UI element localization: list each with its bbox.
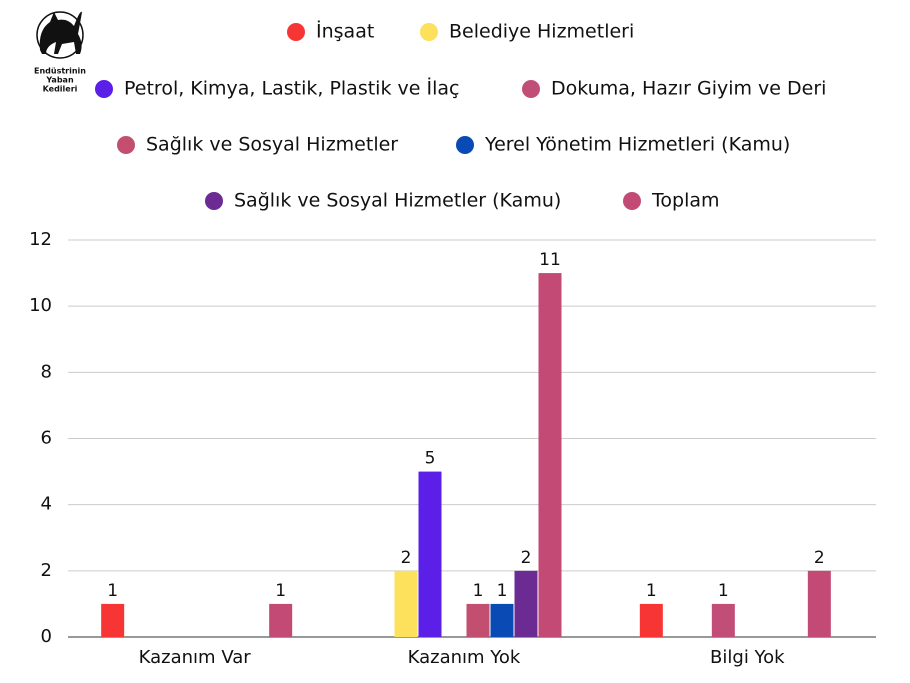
x-tick-label: Kazanım Yok [408,647,521,668]
legend-swatch [205,192,223,210]
bar [466,603,490,637]
logo: Endüstrinin Yaban Kedileri [34,11,86,94]
bar [514,570,538,637]
bar [101,603,125,637]
value-label: 2 [521,548,532,568]
value-label: 1 [107,581,118,601]
x-tick-label: Kazanım Var [139,647,252,668]
logo-text: Kedileri [43,85,78,94]
bar [807,570,831,637]
value-label: 1 [718,581,729,601]
value-label: 11 [539,250,561,270]
bar [490,603,514,637]
logo-ring [36,11,84,59]
logo-text: Endüstrinin [34,67,86,76]
value-label: 1 [646,581,657,601]
legend-swatch [623,192,641,210]
legend-label: Toplam [651,190,720,212]
legend-label: Sağlık ve Sosyal Hizmetler [146,134,398,156]
y-tick-label: 0 [41,626,52,647]
y-tick-label: 4 [41,494,52,515]
logo-cat [39,11,82,54]
bar [538,273,562,637]
legend-label: Belediye Hizmetleri [449,21,634,43]
legend-swatch [522,80,540,98]
value-label: 2 [814,548,825,568]
bar [269,603,293,637]
y-tick-label: 2 [41,560,52,581]
bar [711,603,735,637]
y-tick-label: 12 [29,229,52,250]
legend-swatch [456,136,474,154]
legend-swatch [95,80,113,98]
value-label: 1 [497,581,508,601]
legend-swatch [117,136,135,154]
x-tick-label: Bilgi Yok [710,647,785,668]
value-label: 5 [425,449,436,469]
legend-swatch [287,23,305,41]
bar [418,471,442,637]
value-label: 2 [401,548,412,568]
bar [639,603,663,637]
legend-label: Yerel Yönetim Hizmetleri (Kamu) [484,134,790,156]
logo-text: Yaban [45,76,74,85]
legend-label: Sağlık ve Sosyal Hizmetler (Kamu) [234,190,561,212]
legend-swatch [420,23,438,41]
legend-label: Petrol, Kimya, Lastik, Plastik ve İlaç [124,77,459,100]
value-label: 1 [275,581,286,601]
legend-label: Dokuma, Hazır Giyim ve Deri [551,78,826,100]
y-tick-label: 6 [41,428,52,449]
bar [394,570,418,637]
y-tick-label: 8 [41,361,52,382]
legend-label: İnşaat [316,20,374,43]
value-label: 1 [473,581,484,601]
y-tick-label: 10 [29,295,52,316]
